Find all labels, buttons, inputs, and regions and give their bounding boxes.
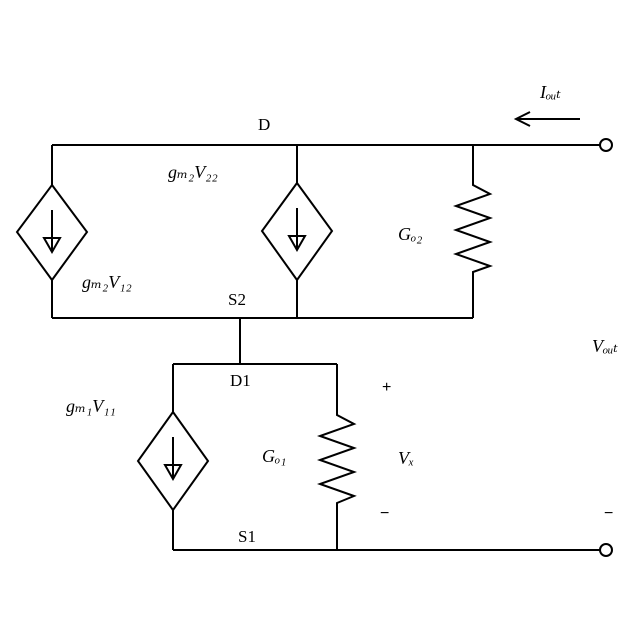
resistor-bottom xyxy=(316,364,358,550)
current-arrow-icon xyxy=(513,111,580,127)
resistor-label-bottom: Gₒ₁ xyxy=(262,446,286,466)
resistor-label-top: Gₒ₂ xyxy=(398,224,422,244)
voltage-label-vx: Vₓ xyxy=(398,448,414,468)
current-label-iout: Iₒᵤₜ xyxy=(539,82,561,102)
minus-sign-vout: − xyxy=(604,505,613,522)
minus-sign-vx: − xyxy=(380,505,389,522)
arrow-down-icon xyxy=(163,437,183,482)
resistor-top xyxy=(452,145,494,318)
node-label-s2: S2 xyxy=(228,290,246,309)
voltage-label-vout: Vₒᵤₜ xyxy=(592,336,618,356)
plus-sign: + xyxy=(382,379,391,396)
node-label-d1: D1 xyxy=(230,371,251,390)
arrow-down-icon xyxy=(287,208,307,253)
arrow-down-icon xyxy=(42,210,62,255)
terminal-top xyxy=(599,138,613,152)
source-label-bottom: gₘ₁V₁₁ xyxy=(66,396,116,416)
node-label-s1: S1 xyxy=(238,527,256,546)
source-label-top-mid: gₘ₂V₂₂ xyxy=(168,162,218,182)
terminal-bottom xyxy=(599,543,613,557)
node-label-d: D xyxy=(258,115,270,134)
source-label-top-left: gₘ₂V₁₂ xyxy=(82,272,132,292)
